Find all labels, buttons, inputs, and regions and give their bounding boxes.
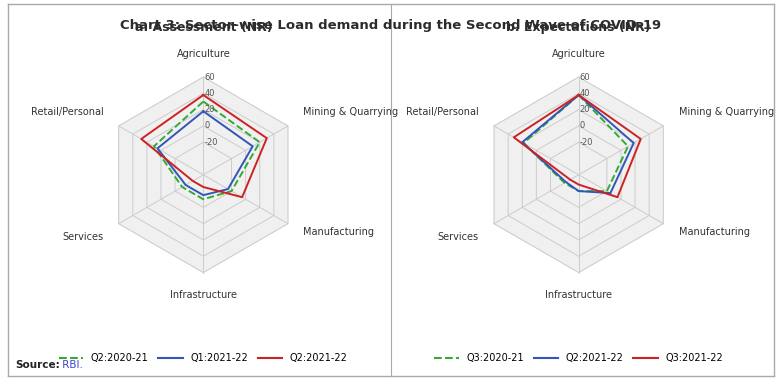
Text: Chart 3: Sector-wise Loan demand during the Second Wave of COVID-19: Chart 3: Sector-wise Loan demand during … [120,19,662,32]
Polygon shape [133,93,274,256]
Text: Retail/Personal: Retail/Personal [30,107,103,117]
Text: Services: Services [438,233,479,242]
Text: 0: 0 [204,122,210,130]
Polygon shape [508,93,649,256]
Text: Manufacturing: Manufacturing [303,228,374,238]
Title: b. Expectations (NR): b. Expectations (NR) [507,21,651,34]
Text: 40: 40 [204,89,215,98]
Legend: Q2:2020-21, Q1:2021-22, Q2:2021-22: Q2:2020-21, Q1:2021-22, Q2:2021-22 [55,349,352,367]
Polygon shape [494,77,663,272]
Polygon shape [522,110,635,240]
Polygon shape [119,77,288,272]
Text: 0: 0 [579,122,585,130]
Text: Agriculture: Agriculture [552,49,605,60]
Text: Retail/Personal: Retail/Personal [406,107,479,117]
Text: Source:: Source: [16,361,60,370]
Text: -20: -20 [579,138,594,147]
Polygon shape [536,126,621,224]
Text: 40: 40 [579,89,590,98]
Polygon shape [161,126,246,224]
Text: 20: 20 [579,105,590,114]
Text: Services: Services [63,233,103,242]
Text: 60: 60 [204,73,215,82]
Polygon shape [147,110,260,240]
Text: Infrastructure: Infrastructure [545,290,612,300]
Text: Mining & Quarrying: Mining & Quarrying [303,107,398,117]
Legend: Q3:2020-21, Q2:2021-22, Q3:2021-22: Q3:2020-21, Q2:2021-22, Q3:2021-22 [430,349,727,367]
Polygon shape [551,142,607,207]
Polygon shape [175,142,231,207]
Text: -20: -20 [204,138,218,147]
Text: Infrastructure: Infrastructure [170,290,237,300]
Text: Agriculture: Agriculture [177,49,230,60]
Text: RBI.: RBI. [59,361,83,370]
Text: Mining & Quarrying: Mining & Quarrying [679,107,773,117]
Text: 60: 60 [579,73,590,82]
Text: Manufacturing: Manufacturing [679,228,749,238]
Title: a. Assessment (NR): a. Assessment (NR) [135,21,272,34]
Text: 20: 20 [204,105,215,114]
